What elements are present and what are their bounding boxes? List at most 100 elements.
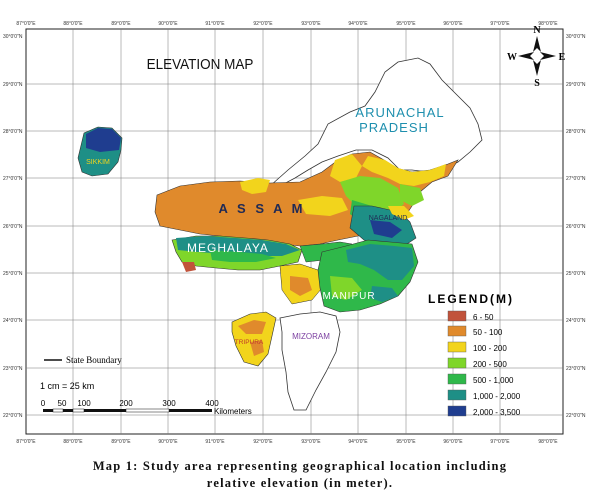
lat-tick: 24°0'0"N [566,318,586,324]
scale-tick: 100 [77,399,91,408]
lon-tick: 96°0'0"E [443,21,463,27]
map-title: ELEVATION MAP [147,56,254,73]
lat-tick: 30°0'0"N [3,34,23,40]
legend-swatch [447,405,467,417]
legend-label: 50 - 100 [473,328,503,337]
label-nagaland: NAGALAND [369,215,408,222]
lon-tick: 88°0'0"E [63,21,83,27]
label-arunachal: ARUNACHAL [355,105,444,120]
lat-tick: 22°0'0"N [566,413,586,419]
mizoram-region [279,311,341,411]
scale-tick: 400 [205,399,219,408]
lat-tick: 27°0'0"N [566,176,586,182]
compass-rose: N S W E [507,25,566,89]
legend-label: 100 - 200 [473,344,507,353]
lat-tick: 25°0'0"N [566,271,586,277]
lon-tick: 92°0'0"E [253,439,273,445]
lon-tick: 90°0'0"E [158,21,178,27]
lon-tick: 98°0'0"E [538,21,558,27]
legend-label: 500 - 1,000 [473,376,514,385]
lon-tick: 89°0'0"E [111,21,131,27]
lat-tick: 24°0'0"N [3,318,23,324]
lat-tick: 29°0'0"N [566,82,586,88]
scale-tick: 50 [58,399,67,408]
tripura-region [231,311,277,367]
elevation-map: 30°0'0"N 29°0'0"N 28°0'0"N 27°0'0"N 26°0… [3,21,586,445]
legend: LEGEND(M) 6 - 50 50 - 100 100 - 200 200 … [428,292,521,417]
compass-arrow-icon [540,52,556,60]
scale-unit: Kilometers [214,407,252,416]
lon-tick: 94°0'0"E [348,439,368,445]
longitude-ticks: 87°0'0"E 88°0'0"E 89°0'0"E 90°0'0"E 91°0… [16,21,558,445]
label-meghalaya: MEGHALAYA [187,241,269,255]
scale-text: 1 cm = 25 km [40,381,94,391]
lon-tick: 97°0'0"E [490,21,510,27]
label-tripura: TRIPURA [235,339,264,346]
nagaland-region [349,205,417,247]
lat-tick: 25°0'0"N [3,271,23,277]
lon-tick: 94°0'0"E [348,21,368,27]
legend-label: 200 - 500 [473,360,507,369]
compass-arrow-icon [518,52,534,60]
compass-west: W [507,52,517,63]
lon-tick: 93°0'0"E [301,21,321,27]
label-mizoram: MIZORAM [292,332,330,341]
legend-label: 6 - 50 [473,313,494,322]
lat-tick: 28°0'0"N [3,129,23,135]
compass-arrow-icon [533,36,541,52]
legend-title: LEGEND(M) [428,292,514,306]
lon-tick: 97°0'0"E [490,439,510,445]
lon-tick: 91°0'0"E [205,439,225,445]
compass-east: E [559,52,566,63]
lat-tick: 29°0'0"N [3,82,23,88]
compass-arrow-icon [533,60,541,76]
arunachal-pradesh-region [268,57,483,187]
lon-tick: 98°0'0"E [538,439,558,445]
lon-tick: 91°0'0"E [205,21,225,27]
legend-swatch [447,341,467,353]
latitude-ticks: 30°0'0"N 29°0'0"N 28°0'0"N 27°0'0"N 26°0… [3,34,586,419]
lat-tick: 27°0'0"N [3,176,23,182]
lon-tick: 96°0'0"E [443,439,463,445]
lon-tick: 89°0'0"E [111,439,131,445]
state-boundary-key: State Boundary [44,355,122,365]
compass-north: N [533,25,541,36]
legend-swatch [447,373,467,385]
legend-label: 2,000 - 3,500 [473,408,521,417]
compass-south: S [534,78,540,89]
label-manipur: MANIPUR [322,291,375,302]
scale-tick: 200 [119,399,133,408]
lon-tick: 90°0'0"E [158,439,178,445]
lat-tick: 23°0'0"N [566,366,586,372]
lat-tick: 28°0'0"N [566,129,586,135]
lat-tick: 23°0'0"N [3,366,23,372]
legend-swatch [447,310,467,322]
lon-tick: 87°0'0"E [16,21,36,27]
lon-tick: 92°0'0"E [253,21,273,27]
legend-swatch [447,325,467,337]
sikkim-region [77,126,123,177]
figure-caption: Map 1: Study area representing geographi… [0,458,600,492]
lat-tick: 30°0'0"N [566,34,586,40]
lat-tick: 26°0'0"N [566,224,586,230]
legend-swatch [447,357,467,369]
state-boundary-label: State Boundary [66,355,122,365]
scale-bar: 1 cm = 25 km 0 50 100 200 300 400 Kilome… [40,381,252,416]
lon-tick: 95°0'0"E [396,21,416,27]
label-pradesh: PRADESH [359,120,429,135]
legend-label: 1,000 - 2,000 [473,392,521,401]
lon-tick: 88°0'0"E [63,439,83,445]
lon-tick: 95°0'0"E [396,439,416,445]
caption-line-1: Map 1: Study area representing geographi… [92,459,508,473]
legend-swatch [447,389,467,401]
lat-tick: 26°0'0"N [3,224,23,230]
lon-tick: 87°0'0"E [16,439,36,445]
scale-tick: 0 [41,399,46,408]
label-sikkim: SIKKIM [86,159,110,166]
lon-tick: 93°0'0"E [301,439,321,445]
scale-tick: 300 [162,399,176,408]
meghalaya-region [171,235,303,272]
caption-line-2: relative elevation (in meter). [206,476,394,490]
lat-tick: 22°0'0"N [3,413,23,419]
manipur-region [317,239,419,313]
